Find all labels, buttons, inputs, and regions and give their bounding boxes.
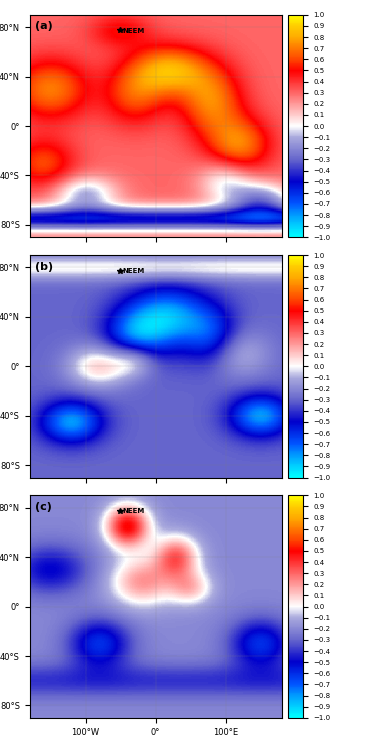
Text: NEEM: NEEM <box>122 268 144 274</box>
Text: (b): (b) <box>35 262 53 272</box>
Text: NEEM: NEEM <box>122 27 144 34</box>
Text: (a): (a) <box>35 21 53 32</box>
Text: NEEM: NEEM <box>122 508 144 514</box>
Text: (c): (c) <box>35 502 51 512</box>
